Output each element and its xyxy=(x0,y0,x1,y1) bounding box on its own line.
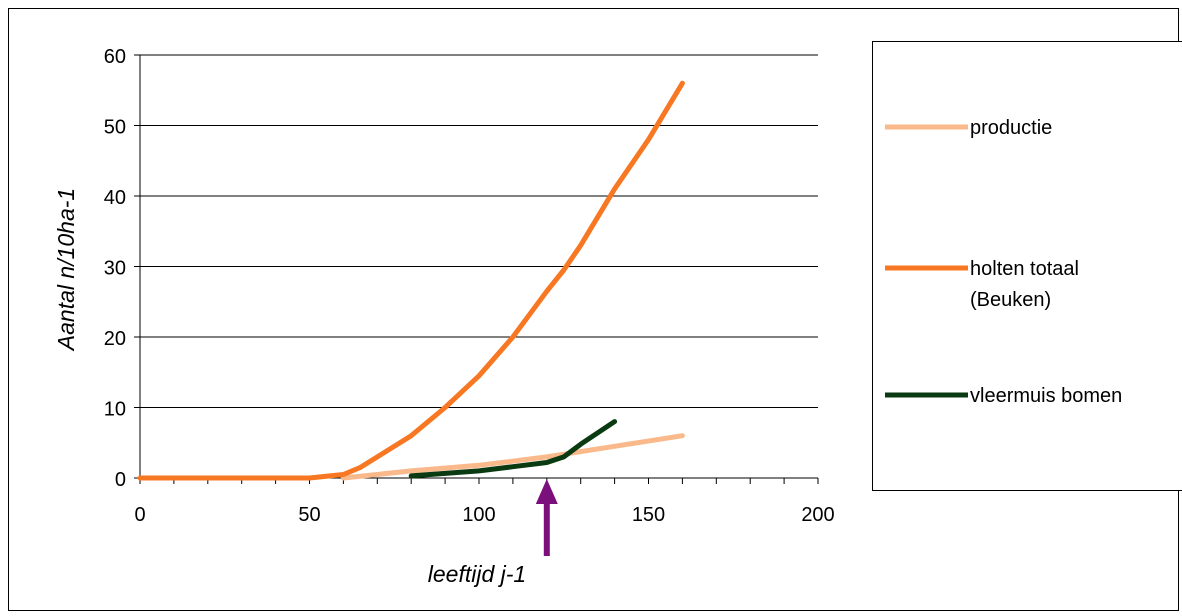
legend-label-1: holten totaal xyxy=(970,258,1079,280)
annotation-arrow-head xyxy=(535,479,558,504)
legend: productie holten totaal (Beuken) vleermuis … xyxy=(885,117,1122,407)
y-tick-label-60: 60 xyxy=(104,46,126,68)
y-tick-label-10: 10 xyxy=(104,399,126,421)
y-axis-title: Aantal n/10ha-1 xyxy=(53,188,79,352)
x-tick-label-0: 0 xyxy=(134,504,145,526)
series-line-0 xyxy=(340,433,685,481)
x-tick-label-150: 150 xyxy=(632,504,665,526)
y-tick-label-0: 0 xyxy=(115,469,126,491)
legend-label-1-1: (Beuken) xyxy=(970,289,1051,311)
y-tick-label-50: 50 xyxy=(104,117,126,139)
legend-label-0: productie xyxy=(970,117,1052,139)
series-line-1 xyxy=(137,80,685,481)
y-tick-label-40: 40 xyxy=(104,187,126,209)
series-line-2 xyxy=(408,419,618,479)
legend-label-2: vleermuis bomen xyxy=(970,385,1122,407)
y-tick-label-20: 20 xyxy=(104,328,126,350)
y-tick-label-30: 30 xyxy=(104,258,126,280)
x-tick-label-200: 200 xyxy=(801,504,834,526)
x-tick-label-100: 100 xyxy=(462,504,495,526)
plot-area: 0 10 20 30 40 50 60 0 50 100 150 200 xyxy=(104,46,835,556)
x-tick-label-50: 50 xyxy=(298,504,320,526)
x-axis-title: leeftijd j-1 xyxy=(428,561,526,587)
